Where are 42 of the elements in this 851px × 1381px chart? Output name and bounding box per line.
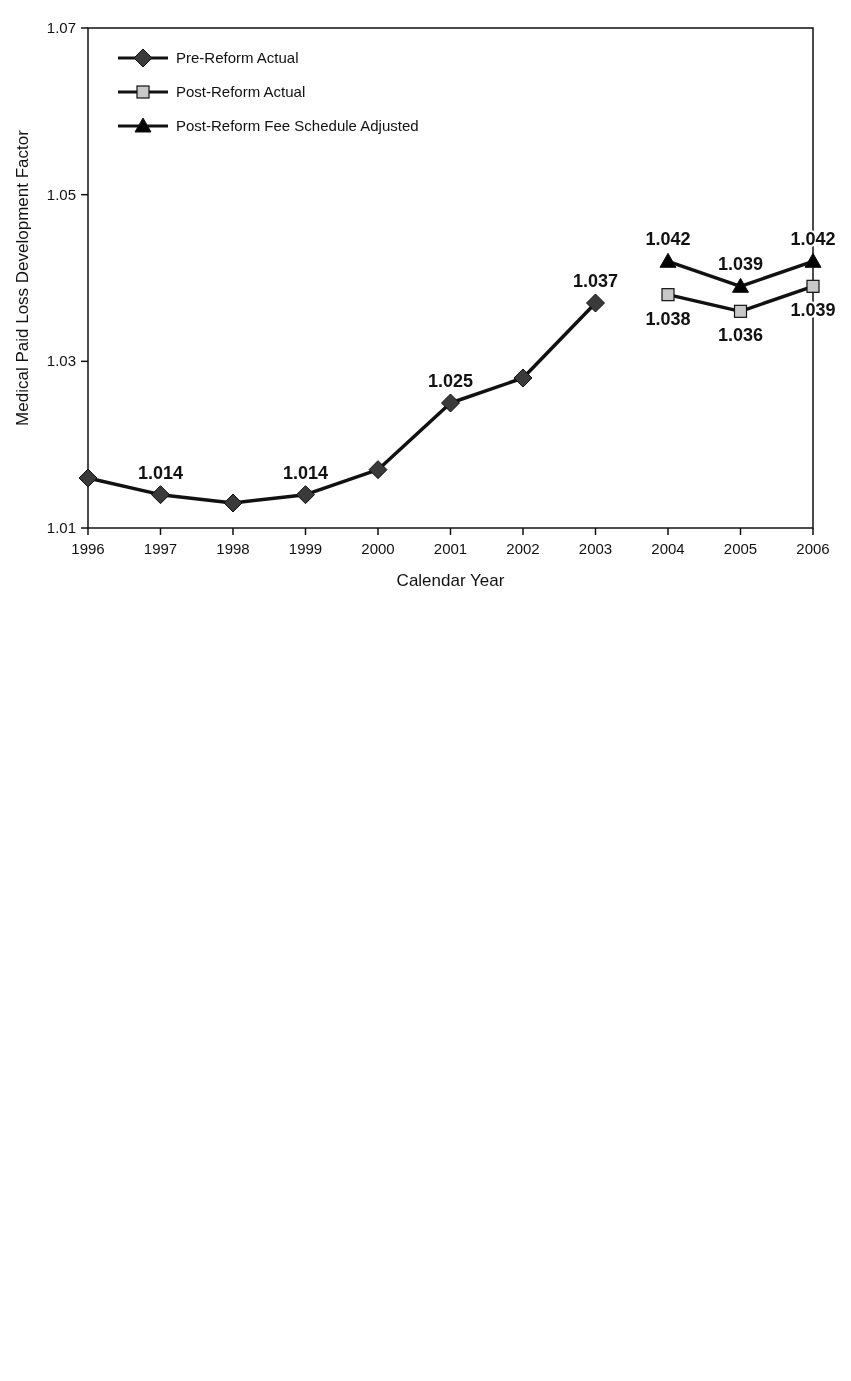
data-label: 1.037 <box>572 271 619 291</box>
data-label: 1.025 <box>427 371 474 391</box>
x-tick-label: 2002 <box>506 540 540 557</box>
data-label: 1.036 <box>717 325 764 346</box>
y-tick-label: 1.07 <box>46 19 76 36</box>
legend-label: Post-Reform Actual <box>176 83 306 100</box>
point <box>732 277 749 293</box>
point <box>78 468 98 488</box>
point <box>441 393 460 413</box>
data-label: 1.038 <box>645 308 691 329</box>
x-tick-label: 2003 <box>578 540 613 557</box>
x-tick-label: 1998 <box>216 540 250 557</box>
point <box>804 252 822 268</box>
point <box>296 485 315 505</box>
legend-label: Pre-Reform Actual <box>176 49 299 66</box>
y-tick-label: 1.05 <box>46 185 76 203</box>
point <box>368 460 388 480</box>
x-tick-label: 1999 <box>288 540 323 557</box>
point <box>223 493 243 513</box>
x-tick-label: 2006 <box>796 540 830 557</box>
y-tick-label: 1.03 <box>46 352 76 370</box>
x-axis-title: Calendar Year <box>396 571 505 590</box>
point <box>659 252 677 268</box>
point <box>151 485 170 505</box>
x-tick-label: 2005 <box>723 540 758 557</box>
point <box>661 288 675 302</box>
data-label: 1.042 <box>645 229 691 250</box>
legend-label: Post-Reform Fee Schedule Adjusted <box>176 117 419 134</box>
y-tick-label: 1.01 <box>46 519 76 536</box>
data-label: 1.039 <box>717 254 764 275</box>
x-tick-label: 2001 <box>433 540 468 557</box>
data-label: 1.014 <box>137 462 184 483</box>
y-axis-title: Medical Paid Loss Development Factor <box>13 129 32 426</box>
data-label: 1.014 <box>282 462 329 483</box>
x-tick-label: 2004 <box>651 540 685 557</box>
point <box>513 368 533 388</box>
point <box>586 293 605 313</box>
x-tick-label: 2000 <box>361 540 395 557</box>
point <box>733 304 748 318</box>
point <box>806 279 820 293</box>
x-tick-label: 1996 <box>71 540 105 557</box>
x-tick-label: 1997 <box>143 540 178 557</box>
